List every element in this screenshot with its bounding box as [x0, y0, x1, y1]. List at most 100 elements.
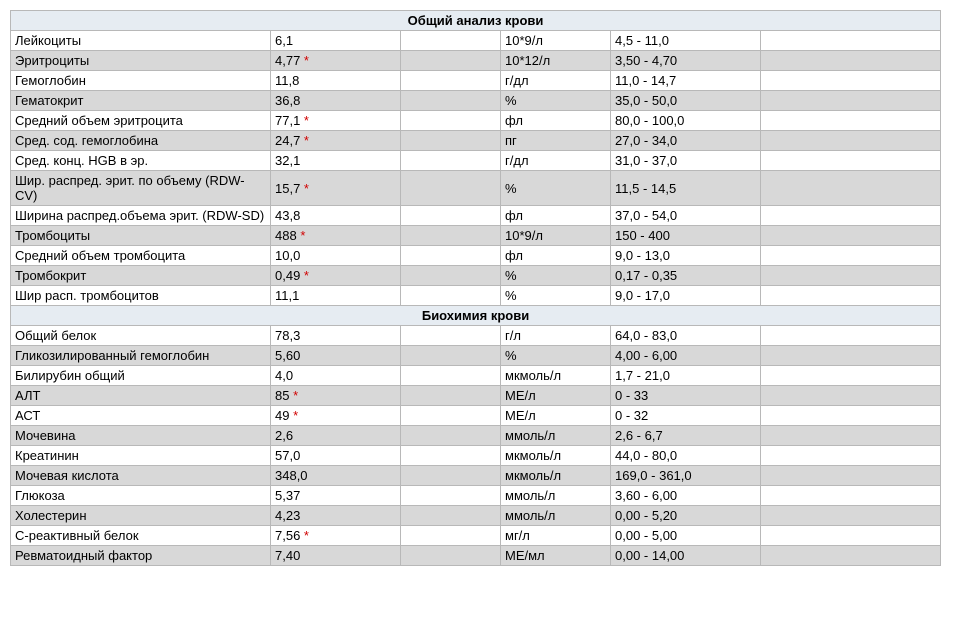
value-cell: 6,1 [271, 31, 401, 51]
range-cell: 80,0 - 100,0 [611, 111, 761, 131]
blank-cell [761, 51, 941, 71]
blank-cell [401, 326, 501, 346]
unit-cell: фл [501, 206, 611, 226]
value-text: 5,60 [275, 348, 300, 363]
blank-cell [761, 286, 941, 306]
range-cell: 35,0 - 50,0 [611, 91, 761, 111]
table-row: Мочевина2,6ммоль/л2,6 - 6,7 [11, 426, 941, 446]
table-row: Гематокрит36,8%35,0 - 50,0 [11, 91, 941, 111]
value-text: 15,7 [275, 181, 300, 196]
value-text: 78,3 [275, 328, 300, 343]
range-cell: 64,0 - 83,0 [611, 326, 761, 346]
unit-cell: МЕ/л [501, 386, 611, 406]
range-cell: 0 - 33 [611, 386, 761, 406]
unit-cell: 10*9/л [501, 226, 611, 246]
blank-cell [761, 546, 941, 566]
param-cell: Гликозилированный гемоглобин [11, 346, 271, 366]
table-row: Шир. распред. эрит. по объему (RDW-CV) 15… [11, 171, 941, 206]
abnormal-flag-icon: * [300, 268, 309, 283]
unit-cell: 10*12/л [501, 51, 611, 71]
blank-cell [761, 206, 941, 226]
param-cell: Глюкоза [11, 486, 271, 506]
unit-cell: % [501, 266, 611, 286]
blank-cell [761, 386, 941, 406]
range-cell: 0,00 - 5,20 [611, 506, 761, 526]
value-text: 32,1 [275, 153, 300, 168]
value-text: 0,49 [275, 268, 300, 283]
blank-cell [761, 446, 941, 466]
table-row: Гликозилированный гемоглобин5,60%4,00 - … [11, 346, 941, 366]
param-cell: Креатинин [11, 446, 271, 466]
table-row: АЛТ85 *МЕ/л0 - 33 [11, 386, 941, 406]
value-text: 49 [275, 408, 289, 423]
value-cell: 57,0 [271, 446, 401, 466]
table-row: Лейкоциты6,110*9/л4,5 - 11,0 [11, 31, 941, 51]
blank-cell [401, 266, 501, 286]
table-row: С-реактивный белок7,56 *мг/л0,00 - 5,00 [11, 526, 941, 546]
blank-cell [401, 111, 501, 131]
value-cell: 7,56 * [271, 526, 401, 546]
value-cell: 36,8 [271, 91, 401, 111]
param-cell: Средний объем тромбоцита [11, 246, 271, 266]
unit-cell: МЕ/мл [501, 546, 611, 566]
blank-cell [401, 246, 501, 266]
table-row: Тромбоциты488 *10*9/л150 - 400 [11, 226, 941, 246]
value-text: 36,8 [275, 93, 300, 108]
blank-cell [401, 466, 501, 486]
value-text: 6,1 [275, 33, 293, 48]
blank-cell [401, 71, 501, 91]
range-cell: 11,5 - 14,5 [611, 171, 761, 206]
blank-cell [761, 266, 941, 286]
param-cell: Билирубин общий [11, 366, 271, 386]
range-cell: 3,50 - 4,70 [611, 51, 761, 71]
table-row: Мочевая кислота348,0мкмоль/л169,0 - 361,… [11, 466, 941, 486]
blank-cell [401, 226, 501, 246]
value-text: 77,1 [275, 113, 300, 128]
param-cell: Шир. распред. эрит. по объему (RDW-CV) [11, 171, 271, 206]
blank-cell [761, 151, 941, 171]
range-cell: 150 - 400 [611, 226, 761, 246]
blank-cell [761, 346, 941, 366]
param-cell: АЛТ [11, 386, 271, 406]
param-cell: Ревматоидный фактор [11, 546, 271, 566]
blank-cell [401, 151, 501, 171]
table-row: Билирубин общий4,0мкмоль/л1,7 - 21,0 [11, 366, 941, 386]
value-cell: 11,1 [271, 286, 401, 306]
unit-cell: г/дл [501, 71, 611, 91]
unit-cell: 10*9/л [501, 31, 611, 51]
blank-cell [761, 131, 941, 151]
value-cell: 2,6 [271, 426, 401, 446]
table-row: Глюкоза5,37ммоль/л3,60 - 6,00 [11, 486, 941, 506]
blank-cell [761, 466, 941, 486]
blank-cell [401, 426, 501, 446]
value-text: 10,0 [275, 248, 300, 263]
value-cell: 5,60 [271, 346, 401, 366]
range-cell: 169,0 - 361,0 [611, 466, 761, 486]
table-row: Креатинин57,0мкмоль/л44,0 - 80,0 [11, 446, 941, 466]
value-cell: 4,0 [271, 366, 401, 386]
param-cell: Тромбоциты [11, 226, 271, 246]
range-cell: 9,0 - 13,0 [611, 246, 761, 266]
value-text: 24,7 [275, 133, 300, 148]
blank-cell [761, 366, 941, 386]
unit-cell: мкмоль/л [501, 466, 611, 486]
param-cell: Мочевина [11, 426, 271, 446]
value-text: 11,1 [275, 288, 299, 303]
unit-cell: МЕ/л [501, 406, 611, 426]
param-cell: АСТ [11, 406, 271, 426]
param-cell: Ширина распред.объема эрит. (RDW-SD) [11, 206, 271, 226]
value-cell: 5,37 [271, 486, 401, 506]
table-row: Ширина распред.объема эрит. (RDW-SD)43,8… [11, 206, 941, 226]
table-row: Общий белок78,3г/л64,0 - 83,0 [11, 326, 941, 346]
blank-cell [401, 506, 501, 526]
param-cell: Общий белок [11, 326, 271, 346]
abnormal-flag-icon: * [300, 113, 309, 128]
table-row: Средний объем эритроцита77,1 *фл80,0 - 1… [11, 111, 941, 131]
blank-cell [761, 171, 941, 206]
table-row: Холестерин4,23ммоль/л0,00 - 5,20 [11, 506, 941, 526]
abnormal-flag-icon: * [289, 408, 298, 423]
blank-cell [761, 111, 941, 131]
blank-cell [761, 246, 941, 266]
value-text: 7,56 [275, 528, 300, 543]
value-cell: 4,23 [271, 506, 401, 526]
